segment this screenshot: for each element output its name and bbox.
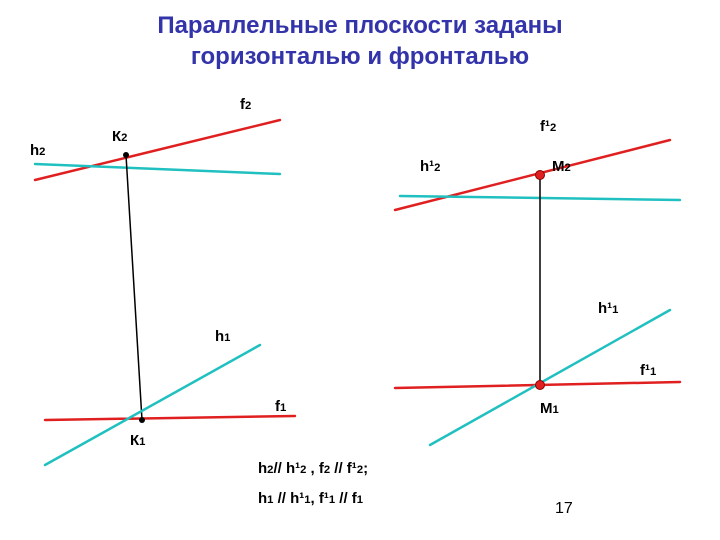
label-fprime1: f¹1 (640, 362, 656, 379)
label-f1: f1 (275, 398, 286, 415)
label-K2: К2 (112, 128, 127, 145)
caption-line-1: h2// h¹2 , f2 // f¹2; (258, 460, 368, 477)
label-K1: К1 (130, 432, 145, 449)
diagram-svg (0, 0, 720, 540)
page-number: 17 (555, 500, 573, 518)
caption-line-2: h1 // h¹1, f¹1 // f1 (258, 490, 363, 507)
label-hprime2: h¹2 (420, 158, 440, 175)
label-hprime1: h¹1 (598, 300, 618, 317)
label-M2: M2 (552, 158, 571, 175)
label-h1: h1 (215, 328, 230, 345)
label-h2: h2 (30, 142, 45, 159)
label-fprime2: f¹2 (540, 118, 556, 135)
label-f2: f2 (240, 96, 251, 113)
label-M1: M1 (540, 400, 559, 417)
